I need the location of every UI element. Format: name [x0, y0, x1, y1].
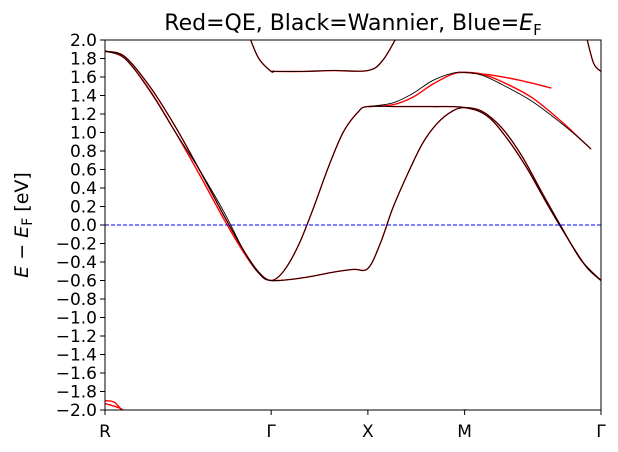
wannier-band-line	[367, 71, 592, 150]
y-tick-label: −0.6	[56, 272, 97, 292]
y-tick-label: 0.4	[70, 179, 97, 199]
y-tick-label: −0.4	[56, 253, 97, 273]
qe-band-line	[249, 40, 275, 73]
bands-group	[105, 40, 601, 410]
qe-band-line	[105, 50, 601, 282]
qe-band-line	[586, 40, 601, 72]
qe-band-line	[105, 402, 125, 410]
y-tick-label: −0.2	[56, 235, 97, 255]
x-tick-label: R	[99, 422, 111, 442]
qe-band-line	[271, 40, 396, 73]
y-tick-label: 1.0	[70, 124, 97, 144]
wannier-band-line	[586, 40, 601, 72]
wannier-band-line	[105, 50, 601, 281]
y-tick-label: 0.0	[70, 216, 97, 236]
y-tick-label: 1.8	[70, 50, 97, 70]
x-tick-label: X	[362, 422, 374, 442]
y-tick-label: 1.6	[70, 68, 97, 88]
y-tick-label: 2.0	[70, 31, 97, 51]
y-axis-label: E − EF [eV]	[11, 172, 36, 278]
y-tick-label: 1.4	[70, 87, 97, 107]
chart-title: Red=QE, Black=Wannier, Blue=EF	[164, 11, 541, 39]
y-tick-label: −1.4	[56, 346, 97, 366]
plot-area	[104, 39, 602, 411]
qe-band-line	[105, 400, 123, 410]
y-tick-label: 0.2	[70, 198, 97, 218]
y-tick-label: −0.8	[56, 290, 97, 310]
qe-band-line	[105, 50, 601, 282]
wannier-band-line	[250, 40, 275, 73]
y-tick-label: −2.0	[56, 401, 97, 421]
wannier-band-line	[105, 50, 601, 282]
y-tick-label: −1.8	[56, 383, 97, 403]
title-prefix: Red=QE, Black=Wannier, Blue=	[164, 11, 519, 36]
qe-band-line	[464, 71, 552, 89]
x-tick-label: Γ	[596, 422, 606, 442]
y-tick-label: 1.2	[70, 105, 97, 125]
x-tick-label: Γ	[266, 422, 276, 442]
x-tick-label: M	[457, 422, 472, 442]
y-tick-label: −1.0	[56, 309, 97, 329]
y-tick-label: −1.2	[56, 327, 97, 347]
y-axis: 2.01.81.61.41.21.00.80.60.40.20.0−0.2−0.…	[56, 31, 105, 421]
y-tick-label: 0.6	[70, 161, 97, 181]
y-tick-label: 0.8	[70, 142, 97, 162]
wannier-band-line	[271, 40, 396, 72]
title-sub: F	[533, 21, 542, 39]
title-var: E	[519, 11, 533, 36]
y-tick-label: −1.6	[56, 364, 97, 384]
